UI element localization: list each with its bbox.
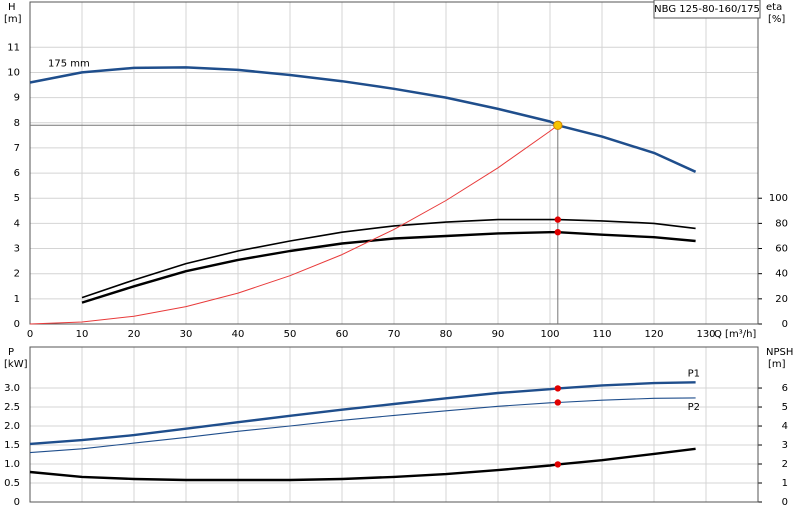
y2-axis-unit: [%] (768, 14, 785, 25)
x-tick-label: 40 (232, 329, 245, 340)
y2-tick-label: 3 (782, 440, 788, 451)
y2-tick-label: 1 (782, 478, 788, 489)
y-tick-label: 10 (7, 67, 20, 78)
y2-axis-unit: [m] (768, 359, 786, 370)
y2-axis-label: NPSH (766, 347, 793, 358)
x-tick-label: 80 (440, 329, 453, 340)
x-tick-label: 70 (388, 329, 401, 340)
y-tick-label: 0 (14, 319, 20, 330)
x-tick-label: 60 (336, 329, 349, 340)
y-tick-label: 11 (7, 42, 20, 53)
plot-frame (29, 1, 759, 325)
y2-tick-label: 2 (782, 459, 788, 470)
x-tick-label: 130 (696, 329, 715, 340)
y2-tick-label: 0 (782, 497, 788, 508)
y-axis-label: H (8, 2, 16, 13)
y-tick-label: 6 (14, 168, 20, 179)
series-line (29, 447, 696, 482)
x-axis-label: Q [m³/h] (714, 329, 756, 340)
y-tick-label: 3 (14, 244, 20, 255)
series-label: 175 mm (48, 58, 90, 69)
y-tick-label: 7 (14, 143, 20, 154)
plot-frame (29, 346, 759, 503)
y-tick-label: 4 (14, 218, 20, 229)
y2-tick-label: 60 (775, 244, 788, 255)
y2-tick-label: 5 (782, 402, 788, 413)
x-tick-label: 0 (27, 329, 33, 340)
series-line (29, 124, 559, 325)
operating-point (554, 228, 561, 236)
y-tick-label: 2.0 (4, 421, 20, 432)
title-box (653, 0, 761, 19)
x-tick-label: 120 (644, 329, 663, 340)
y2-tick-label: 6 (782, 383, 788, 394)
y-tick-label: 8 (14, 118, 20, 129)
y-tick-label: 0 (14, 497, 20, 508)
y2-tick-label: 20 (775, 294, 788, 305)
operating-point (554, 216, 561, 223)
y-tick-label: 3.0 (4, 383, 20, 394)
y-axis-unit: [m] (4, 14, 22, 25)
y-tick-label: 1.0 (4, 459, 20, 470)
duty-point (553, 120, 563, 130)
series-label: P1 (688, 368, 700, 379)
y2-tick-label: 4 (782, 421, 788, 432)
y-axis-unit: [kW] (4, 359, 28, 370)
y-tick-label: 0.5 (4, 478, 20, 489)
y2-tick-label: 100 (769, 193, 788, 204)
y2-tick-label: 40 (775, 269, 788, 280)
y-tick-label: 5 (14, 193, 20, 204)
operating-point (554, 399, 561, 406)
series-line (29, 381, 696, 446)
x-tick-label: 100 (540, 329, 559, 340)
series-line (81, 231, 696, 304)
y-tick-label: 2.5 (4, 402, 20, 413)
x-tick-label: 90 (492, 329, 505, 340)
operating-point (554, 461, 561, 468)
chart-title: NBG 125-80-160/175 (654, 4, 760, 15)
y-axis-label: P (8, 347, 14, 358)
x-tick-label: 30 (180, 329, 193, 340)
y2-tick-label: 0 (782, 319, 788, 330)
y2-axis-label: eta (766, 2, 782, 13)
y-tick-label: 2 (14, 269, 20, 280)
x-tick-label: 50 (284, 329, 297, 340)
x-tick-label: 10 (76, 329, 89, 340)
y2-tick-label: 80 (775, 218, 788, 229)
series-label: P2 (688, 402, 700, 413)
x-tick-label: 110 (592, 329, 611, 340)
series-line (81, 218, 696, 299)
operating-point (554, 385, 561, 392)
y-tick-label: 1 (14, 294, 20, 305)
y-tick-label: 9 (14, 93, 20, 104)
series-line (29, 397, 696, 454)
x-tick-label: 20 (128, 329, 141, 340)
y-tick-label: 1.5 (4, 440, 20, 451)
series-line (29, 66, 697, 173)
